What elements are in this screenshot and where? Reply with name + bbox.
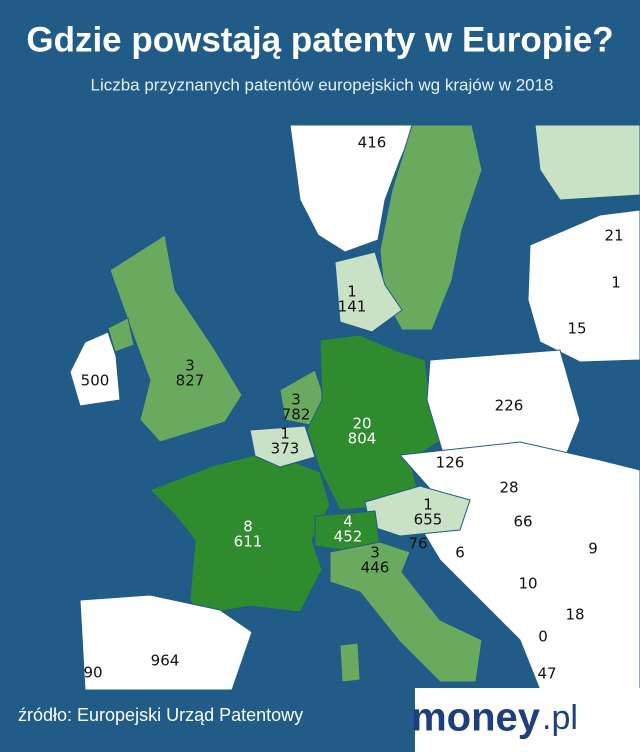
logo-suffix: .pl: [542, 699, 578, 737]
country-label: 66: [513, 513, 532, 531]
country-label: 141: [338, 298, 367, 316]
country-label: 76: [408, 535, 427, 553]
country-label: 28: [499, 479, 518, 497]
country-label: 373: [271, 440, 300, 458]
country-label: 18: [565, 606, 584, 624]
country-label: 500: [81, 372, 110, 390]
country-label: 20: [352, 415, 371, 433]
country-label: 3: [370, 544, 380, 562]
country-label: 6: [455, 544, 465, 562]
country-label: 1: [611, 274, 621, 292]
country-label: 10: [518, 575, 537, 593]
country-label: 655: [414, 511, 443, 529]
title: Gdzie powstają patenty w Europie?: [26, 20, 613, 59]
country-label: 47: [537, 665, 556, 683]
country-label: 226: [495, 397, 524, 415]
country-label: 1: [423, 496, 433, 514]
country-label: 1: [280, 425, 290, 443]
subtitle: Liczba przyznanych patentów europejskich…: [90, 75, 553, 94]
country-label: 90: [83, 664, 102, 682]
country-label: 3: [185, 357, 195, 375]
map: [69, 124, 640, 691]
country-label: 8: [243, 518, 253, 536]
country-label: 9: [588, 540, 598, 558]
logo-box: [415, 688, 640, 752]
country-label: 1: [347, 283, 357, 301]
country-label: 611: [234, 533, 263, 551]
country-label: 782: [282, 406, 311, 424]
country-label: 15: [567, 320, 586, 338]
country-label: 416: [358, 134, 387, 152]
country-label: 3: [291, 391, 301, 409]
country-label: 446: [361, 559, 390, 577]
source: źródło: Europejski Urząd Patentowy: [18, 705, 303, 725]
country-label: 126: [436, 454, 465, 472]
country-label: 452: [334, 528, 363, 546]
country-label: 804: [348, 430, 377, 448]
country-label: 964: [151, 652, 180, 670]
country-label: 0: [538, 628, 548, 646]
country-label: 21: [604, 227, 623, 245]
country-label: 4: [343, 513, 353, 531]
country-label: 827: [176, 372, 205, 390]
logo-main: money: [411, 696, 541, 740]
